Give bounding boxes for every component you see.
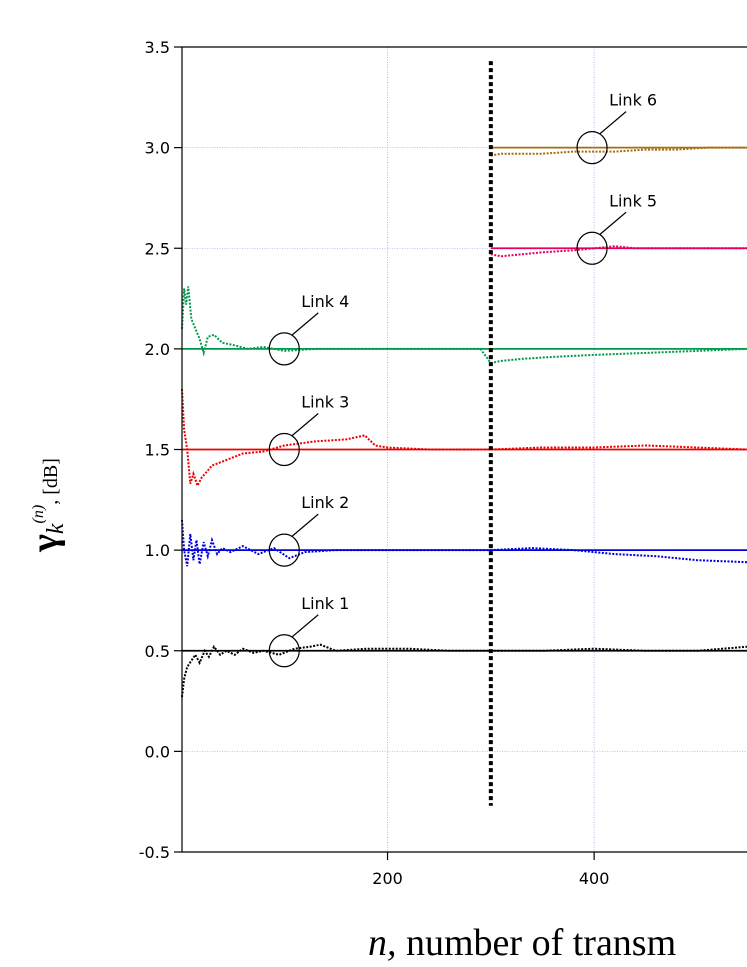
link-5-annotation-circle xyxy=(576,231,608,265)
y-tick-label: 0.0 xyxy=(145,742,170,761)
link-2-annotation-circle xyxy=(268,533,300,567)
link-5-estimate-line xyxy=(490,245,747,258)
link-6-annotation-leader xyxy=(599,111,627,135)
link-3-annotation-circle xyxy=(268,432,300,467)
y-tick-label: 3.5 xyxy=(145,38,170,57)
y-axis-symbol: γ xyxy=(24,534,66,553)
link-6-annotation-label: Link 6 xyxy=(609,91,657,110)
y-axis-unit: , [dB] xyxy=(40,458,62,505)
y-tick-label: 1.0 xyxy=(145,541,170,560)
link-5-annotation-label: Link 5 xyxy=(609,191,657,210)
link-1-annotation-label: Link 1 xyxy=(301,594,349,613)
link-3-annotation-leader xyxy=(291,413,319,436)
axes: -0.5 0.0 0.5 1.0 1.5 2.0 2.5 3.0 3.5 200 400 xyxy=(139,38,747,888)
link-2-annotation-label: Link 2 xyxy=(301,493,349,512)
link-2-estimate-line xyxy=(181,519,747,567)
link-2-annotation-leader xyxy=(291,513,319,537)
link-4-estimate-line xyxy=(181,286,747,365)
link-5-annotation-leader xyxy=(599,211,627,235)
x-tick-label: 400 xyxy=(579,869,610,888)
link-1-annotation-circle xyxy=(268,634,300,668)
link-3-annotation-label: Link 3 xyxy=(301,393,349,412)
y-tick-label: 2.5 xyxy=(145,239,170,258)
x-axis-text: number of transm xyxy=(397,922,677,964)
link-6-annotation-circle xyxy=(576,131,608,165)
y-tick-label: 1.5 xyxy=(145,441,170,460)
y-axis-subscript: k xyxy=(43,523,69,534)
y-tick-label: 2.0 xyxy=(145,340,170,359)
link-1-annotation-leader xyxy=(291,614,319,638)
link-4-annotation-label: Link 4 xyxy=(301,292,349,311)
link-4-annotation-leader xyxy=(291,312,319,336)
link-1-estimate-line xyxy=(181,643,747,698)
link-3-estimate-line xyxy=(181,389,747,489)
y-axis-title: γk(n), [dB] xyxy=(24,458,69,553)
y-tick-label: 0.5 xyxy=(145,642,170,661)
link-annotations: Link 1 Link 2 Link 3 Link 4 Link 5 Link 6 xyxy=(268,91,657,668)
y-tick-label: -0.5 xyxy=(139,843,170,862)
y-axis-superscript: (n) xyxy=(30,505,47,524)
link-6-estimate-line xyxy=(490,146,747,157)
x-axis-variable: n, xyxy=(368,922,397,964)
link-4-annotation-circle xyxy=(268,332,300,366)
x-axis-title: n, number of transm xyxy=(368,922,676,964)
series-layer xyxy=(181,146,747,698)
x-tick-label: 200 xyxy=(372,869,403,888)
y-tick-label: 3.0 xyxy=(145,139,170,158)
